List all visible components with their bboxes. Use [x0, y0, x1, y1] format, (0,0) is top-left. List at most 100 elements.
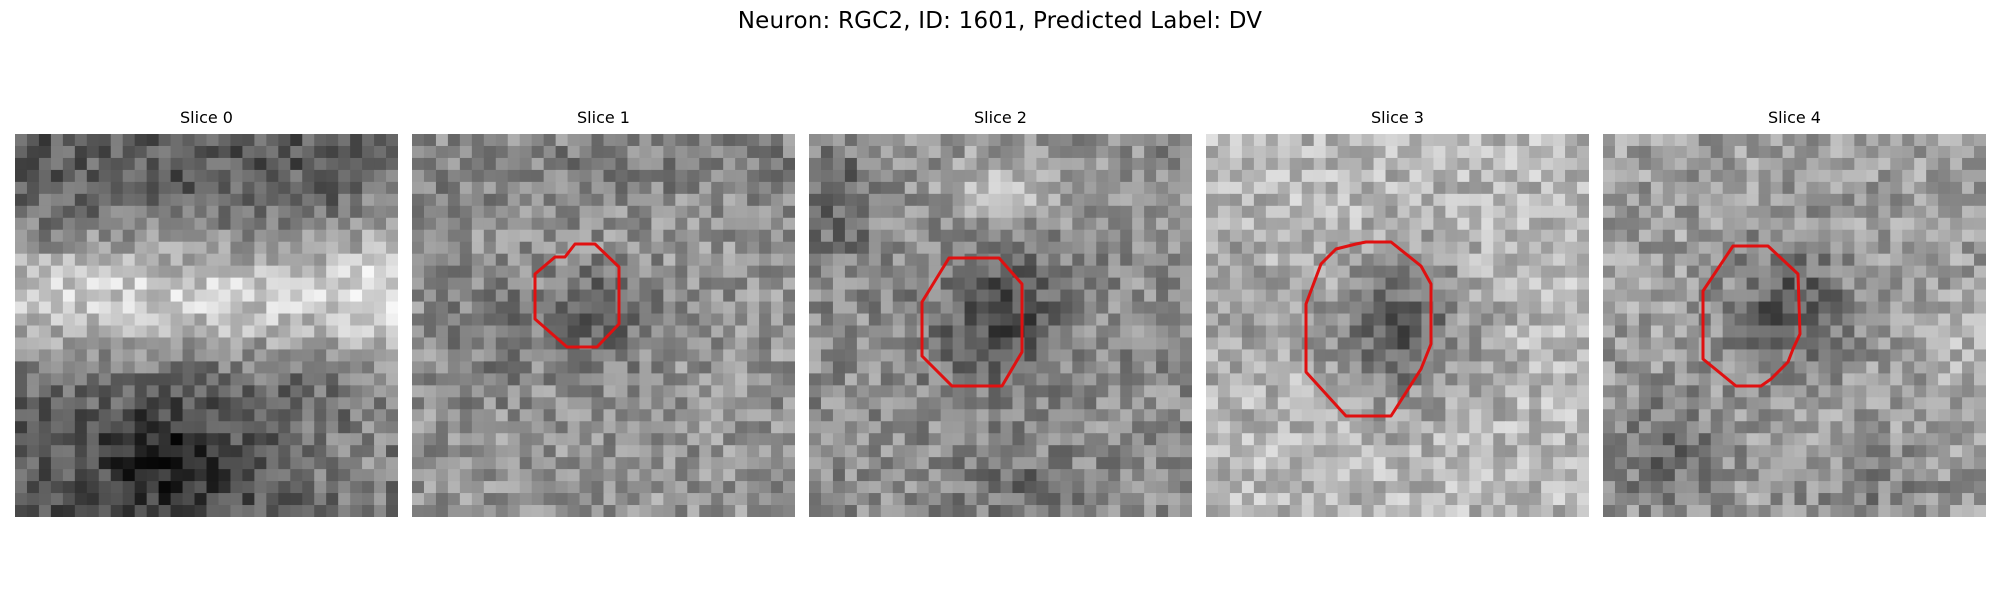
image-pixel [1217, 229, 1231, 243]
image-pixel [1890, 409, 1903, 422]
image-pixel [1325, 157, 1339, 171]
image-pixel [423, 469, 437, 482]
image-pixel [1397, 445, 1411, 458]
image-pixel [374, 361, 387, 374]
image-pixel [759, 361, 772, 374]
image-pixel [412, 409, 425, 422]
image-pixel [892, 157, 906, 171]
image-pixel [940, 337, 954, 351]
image-pixel [747, 134, 760, 147]
image-pixel [146, 145, 160, 159]
image-pixel [928, 229, 942, 243]
image-pixel [1603, 325, 1616, 339]
image-pixel [1782, 409, 1796, 422]
image-pixel [1397, 145, 1411, 159]
image-pixel [38, 205, 52, 219]
image-pixel [1373, 169, 1387, 183]
image-pixel [964, 481, 978, 494]
image-pixel [86, 145, 100, 159]
image-pixel [880, 313, 894, 327]
image-pixel [1650, 265, 1664, 279]
image-pixel [519, 433, 533, 446]
image-pixel [1325, 134, 1339, 147]
image-pixel [687, 385, 700, 398]
image-pixel [1000, 421, 1014, 434]
image-pixel [1409, 169, 1423, 183]
image-pixel [1024, 457, 1038, 470]
image-pixel [591, 265, 605, 279]
image-pixel [1806, 289, 1820, 303]
image-pixel [1614, 145, 1628, 159]
image-pixel [1603, 157, 1616, 171]
image-pixel [1409, 397, 1423, 410]
image-pixel [1830, 181, 1843, 195]
image-pixel [1084, 361, 1097, 374]
image-pixel [1313, 409, 1327, 422]
image-pixel [1481, 445, 1494, 458]
image-pixel [1746, 445, 1760, 458]
image-pixel [663, 505, 676, 517]
image-pixel [1349, 325, 1363, 339]
image-pixel [928, 241, 942, 255]
image-pixel [98, 277, 112, 291]
image-pixel [904, 493, 918, 506]
image-pixel [242, 134, 255, 147]
image-pixel [675, 433, 688, 446]
image-pixel [1072, 397, 1085, 410]
image-pixel [230, 313, 244, 327]
image-pixel [1156, 325, 1169, 339]
image-pixel [723, 229, 736, 243]
image-pixel [747, 169, 760, 183]
image-pixel [1698, 373, 1712, 386]
image-pixel [170, 217, 184, 231]
image-pixel [435, 253, 449, 267]
image-pixel [74, 265, 88, 279]
image-pixel [146, 241, 160, 255]
image-pixel [1409, 241, 1423, 255]
image-pixel [519, 193, 533, 207]
image-pixel [1505, 313, 1518, 327]
image-pixel [916, 134, 930, 147]
image-pixel [856, 361, 870, 374]
image-pixel [26, 481, 40, 494]
image-pixel [880, 325, 894, 339]
image-pixel [1770, 205, 1784, 219]
image-pixel [1337, 337, 1351, 351]
image-pixel [1349, 313, 1363, 327]
image-pixel [1265, 385, 1279, 398]
image-pixel [1373, 457, 1387, 470]
image-pixel [290, 325, 303, 339]
image-pixel [182, 289, 196, 303]
image-pixel [1301, 481, 1315, 494]
image-pixel [820, 373, 834, 386]
image-pixel [567, 361, 581, 374]
image-pixel [1541, 325, 1554, 339]
image-pixel [820, 469, 834, 482]
image-pixel [495, 361, 509, 374]
image-pixel [1734, 205, 1748, 219]
image-pixel [675, 337, 688, 351]
image-pixel [1301, 337, 1315, 351]
image-pixel [1349, 469, 1363, 482]
image-pixel [218, 253, 232, 267]
image-pixel [1614, 433, 1628, 446]
image-pixel [1433, 169, 1446, 183]
image-pixel [158, 265, 172, 279]
image-pixel [1758, 265, 1772, 279]
image-pixel [663, 409, 676, 422]
image-pixel [1469, 289, 1482, 303]
image-pixel [1650, 397, 1664, 410]
image-pixel [1541, 337, 1554, 351]
image-pixel [1866, 361, 1879, 374]
image-pixel [1686, 433, 1700, 446]
image-pixel [964, 361, 978, 374]
image-pixel [1000, 445, 1014, 458]
image-pixel [759, 325, 772, 339]
image-pixel [1818, 193, 1832, 207]
image-pixel [1048, 145, 1061, 159]
image-pixel [1445, 265, 1458, 279]
image-pixel [1662, 385, 1676, 398]
image-pixel [386, 433, 398, 446]
image-pixel [651, 373, 664, 386]
image-pixel [412, 301, 425, 315]
